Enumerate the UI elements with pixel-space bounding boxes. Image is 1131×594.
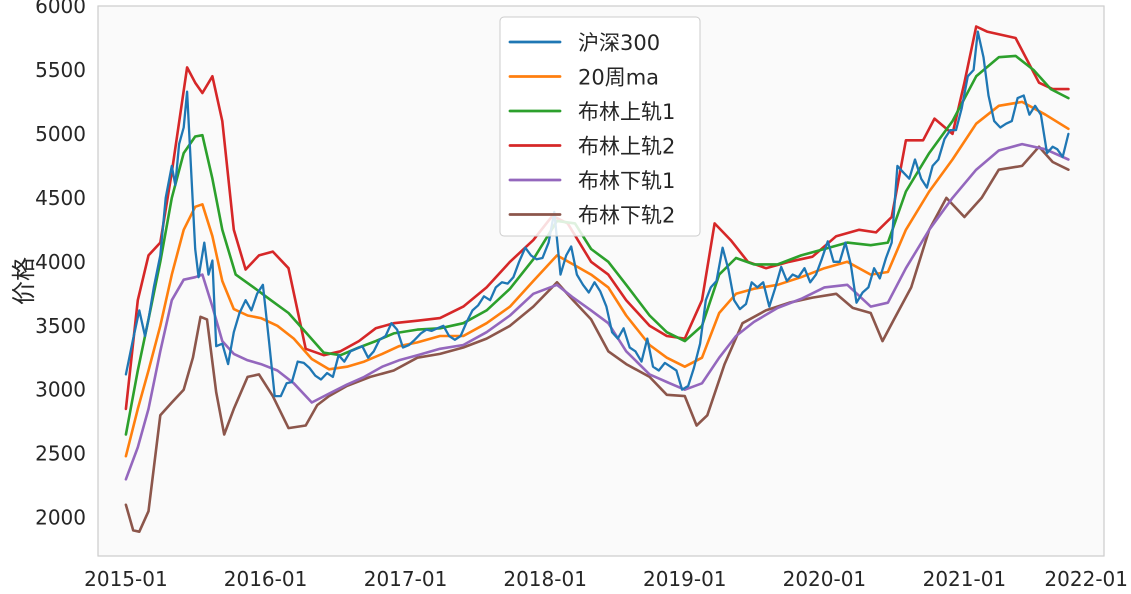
x-tick-label: 2020-01 [783,567,867,591]
y-tick-label: 3500 [35,314,86,338]
y-tick-label: 6000 [35,0,86,18]
legend-label-lower1: 布林下轨1 [578,169,675,193]
legend-label-lower2: 布林下轨2 [578,204,675,228]
legend-label-hs300: 沪深300 [578,31,660,55]
x-tick-label: 2017-01 [364,567,448,591]
x-tick-label: 2018-01 [503,567,587,591]
x-tick-label: 2015-01 [84,567,168,591]
legend[interactable]: 沪深300 20周ma 布林上轨1 布林上轨2 布林下轨1 布林下轨2 [499,16,701,237]
x-tick-label: 2022-01 [1044,567,1128,591]
y-tick-label: 5500 [35,58,86,82]
legend-label-upper1: 布林上轨1 [578,100,675,124]
y-axis-title: 价格 [10,257,38,305]
series-line-lower2 [124,145,1070,533]
plot-frame [97,5,1105,557]
series-line-lower1 [124,142,1070,481]
x-tick-label: 2016-01 [224,567,308,591]
y-tick-label: 4500 [35,186,86,210]
y-tick-label: 3000 [35,378,86,402]
y-tick-label: 5000 [35,122,86,146]
legend-label-upper2: 布林上轨2 [578,135,675,159]
y-tick-label: 4000 [35,250,86,274]
x-tick-label: 2021-01 [923,567,1007,591]
x-tick-label: 2019-01 [643,567,727,591]
y-tick-label: 2500 [35,442,86,466]
y-axis-ticks: 2000 2500 3000 3500 4000 4500 5000 5500 6000 [35,0,86,530]
series-line-hs300 [124,30,1070,398]
y-tick-label: 2000 [35,506,86,530]
x-axis-ticks: 2015-01 2016-01 2017-01 2018-01 2019-01 2020-… [84,567,1128,591]
legend-label-ma20: 20周ma [578,66,659,90]
